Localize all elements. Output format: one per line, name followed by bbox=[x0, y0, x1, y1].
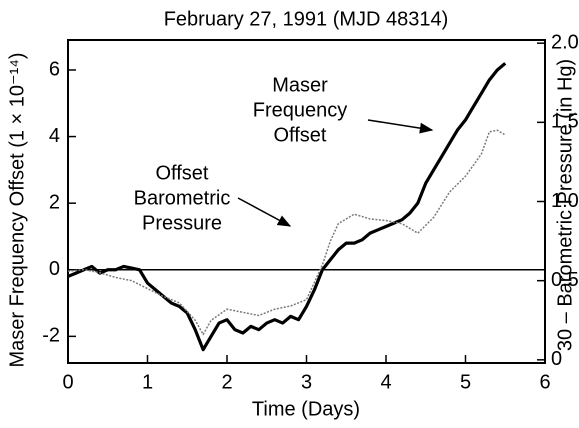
y2-tick-label: 0.5 bbox=[551, 269, 579, 291]
y-tick-label: 4 bbox=[49, 125, 60, 147]
y2-tick-label: 1.5 bbox=[551, 111, 579, 133]
maser-line bbox=[67, 62, 507, 352]
y-tick-label: 2 bbox=[49, 191, 60, 213]
y2-tick-label: 1.0 bbox=[551, 190, 579, 212]
y2-tick-label: 0 bbox=[551, 348, 562, 370]
annotation-arrow bbox=[367, 119, 434, 134]
x-tick-label: 1 bbox=[142, 371, 153, 393]
x-tick-label: 2 bbox=[221, 371, 232, 393]
y2-tick-label: 2.0 bbox=[551, 31, 579, 53]
x-axis-label: Time (Days) bbox=[252, 398, 360, 420]
annotation-text: Frequency bbox=[253, 99, 348, 121]
pressure-line bbox=[67, 129, 506, 336]
annotation-text: Barometric bbox=[134, 187, 231, 209]
chart-title: February 27, 1991 (MJD 48314) bbox=[164, 8, 449, 30]
x-tick-label: 6 bbox=[539, 371, 550, 393]
annotation-text: Pressure bbox=[142, 212, 222, 234]
y-tick-label: 6 bbox=[49, 58, 60, 80]
annotation-text: Offset bbox=[274, 124, 327, 146]
x-tick-label: 4 bbox=[380, 371, 391, 393]
x-tick-label: 3 bbox=[301, 371, 312, 393]
annotation-text: Maser bbox=[272, 74, 328, 96]
y2-axis-label: 30 – Barometric Pressure (in Hg) bbox=[554, 59, 576, 351]
x-tick-label: 0 bbox=[62, 371, 73, 393]
y-axis-label: Maser Frequency Offset (1 × 10⁻¹⁴) bbox=[6, 52, 28, 367]
annotation-arrow bbox=[237, 197, 292, 227]
annotation-text: Offset bbox=[156, 162, 209, 184]
y-tick-label: -2 bbox=[42, 325, 60, 347]
x-tick-label: 5 bbox=[460, 371, 471, 393]
y-tick-label: 0 bbox=[49, 258, 60, 280]
